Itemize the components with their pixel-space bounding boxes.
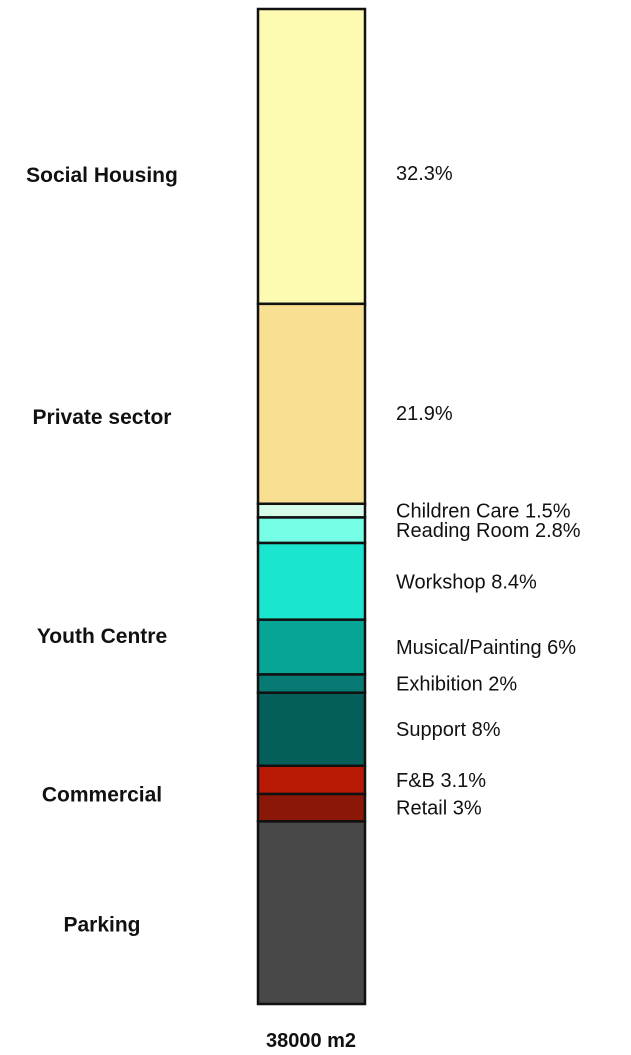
- group-label: Youth Centre: [37, 625, 167, 648]
- segment-label: Support 8%: [396, 719, 501, 741]
- bar-segment: [256, 541, 367, 621]
- segment-labels: 32.3% 21.9% Children Care 1.5%Reading Room…: [396, 163, 581, 820]
- stacked-bar: [256, 7, 367, 1006]
- group-label: Private sector: [33, 406, 172, 429]
- segment-label: Retail 3%: [396, 798, 482, 820]
- bar-segment: [256, 502, 367, 519]
- bar-segment: [256, 673, 367, 694]
- group-label: Commercial: [42, 784, 162, 807]
- segment-label: 21.9%: [396, 403, 453, 425]
- segment-label: Exhibition 2%: [396, 674, 517, 696]
- group-labels: Social Housing Private sector Youth Centre…: [26, 164, 178, 937]
- segment-label: Reading Room 2.8%: [396, 520, 581, 542]
- segment-label: Children Care 1.5%: [396, 501, 571, 523]
- segment-label: Workshop 8.4%: [396, 571, 537, 593]
- segment-label: 32.3%: [396, 163, 453, 185]
- segment-label: Musical/Painting 6%: [396, 637, 576, 659]
- total-area-label: 38000 m2: [266, 1030, 356, 1052]
- bar-segment: [256, 691, 367, 767]
- group-label: Social Housing: [26, 164, 178, 187]
- bar-segment: [256, 516, 367, 545]
- bar-segment: [256, 302, 367, 506]
- segment-label: F&B 3.1%: [396, 770, 486, 792]
- bar-segment: [256, 820, 367, 1006]
- bar-segment: [256, 764, 367, 796]
- bar-segment: [256, 792, 367, 823]
- bar-segment: [256, 7, 367, 306]
- group-label: Parking: [63, 914, 140, 937]
- bar-segment: [256, 618, 367, 676]
